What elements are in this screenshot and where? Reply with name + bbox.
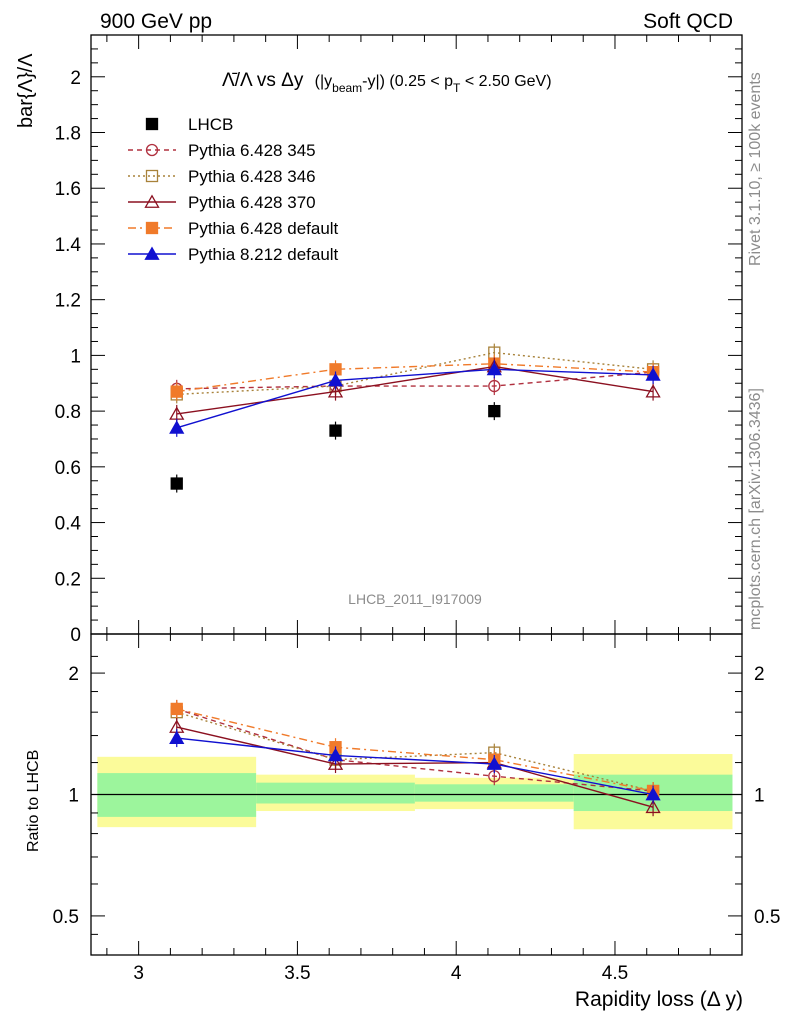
ratio-y-tick-label: 1 bbox=[68, 786, 79, 807]
series-0-point bbox=[170, 477, 183, 490]
ratio-panel: 3 3.5 4 4.5 0.5 0.5 1 1 2 2 bbox=[53, 633, 780, 984]
legend-label: Pythia 6.428 345 bbox=[188, 141, 316, 160]
ratio-band-inner bbox=[414, 784, 574, 802]
x-tick-label: 3.5 bbox=[284, 963, 310, 984]
ratio-y-axis-label: Ratio to LHCB bbox=[25, 750, 42, 852]
ratio-series-5-point bbox=[169, 730, 185, 744]
legend-label: Pythia 6.428 default bbox=[188, 219, 339, 238]
y-tick-label: 1.6 bbox=[55, 179, 81, 200]
ratio-series-5-point bbox=[327, 747, 344, 762]
y-tick-label: 1.4 bbox=[55, 235, 82, 256]
header-left: 900 GeV pp bbox=[100, 10, 212, 33]
series-5-point bbox=[645, 367, 661, 381]
ratio-band-inner bbox=[256, 782, 415, 804]
ratio-series-3-point bbox=[645, 799, 661, 814]
legend: LHCB Pythia 6.428 345 Pythia 6.428 346 Pyth… bbox=[128, 115, 339, 264]
legend-marker bbox=[144, 194, 160, 208]
ratio-y-tick-label-right: 2 bbox=[754, 664, 765, 685]
main-panel: 0 0.2 0.4 0.6 0.8 1 1.2 1.4 1.6 1.8 2 bbox=[55, 34, 743, 646]
title-mid: -y|) (0.25 < p bbox=[362, 73, 453, 90]
ratio-series-5-point bbox=[486, 756, 502, 770]
y-tick-label: 0.6 bbox=[55, 458, 81, 479]
y-tick-label: 0 bbox=[70, 625, 81, 646]
series-4-point bbox=[170, 385, 183, 398]
ratio-series-4-line bbox=[176, 708, 654, 792]
legend-label: Pythia 8.212 default bbox=[188, 245, 339, 264]
y-axis-label: bar{Λ}/Λ bbox=[15, 53, 37, 128]
ratio-series-5-line bbox=[176, 737, 654, 796]
title-prefix: Λ̄/Λ vs Δy bbox=[222, 70, 304, 91]
mcplots-label: mcplots.cern.ch [arXiv:1306.3436] bbox=[747, 388, 764, 630]
ratio-series-4-point bbox=[170, 702, 183, 716]
y-tick-label: 1 bbox=[70, 346, 81, 367]
legend-marker bbox=[145, 117, 159, 131]
series-3-point bbox=[645, 384, 661, 398]
series-5-line bbox=[176, 368, 654, 429]
ratio-series-3-line bbox=[176, 726, 654, 808]
series-4-line bbox=[176, 363, 654, 393]
y-tick-label: 0.8 bbox=[55, 402, 81, 423]
ratio-y-tick-label: 2 bbox=[68, 664, 79, 685]
y-tick-label: 1.8 bbox=[55, 124, 81, 145]
title-open: (|y bbox=[315, 73, 332, 90]
legend-label: LHCB bbox=[188, 115, 233, 134]
y-tick-label: 0.4 bbox=[55, 514, 82, 535]
ratio-series-2-line bbox=[176, 711, 654, 792]
ratio-series-3-point bbox=[327, 756, 344, 770]
rivet-label: Rivet 3.1.10, ≥ 100k events bbox=[747, 72, 764, 266]
x-tick-label: 4 bbox=[451, 963, 462, 984]
series-5-point bbox=[327, 372, 344, 387]
header-right: Soft QCD bbox=[643, 10, 733, 33]
ratio-series-1-line bbox=[176, 708, 654, 792]
y-tick-label: 1.2 bbox=[55, 291, 81, 312]
plot-title: Λ̄/Λ vs Δy (|ybeam-y|) (0.25 < pT < 2.50… bbox=[222, 70, 552, 95]
ratio-y-tick-label-right: 1 bbox=[754, 786, 765, 807]
series-3-point bbox=[327, 384, 344, 398]
legend-marker bbox=[144, 246, 160, 260]
legend-marker bbox=[145, 169, 159, 183]
series-3-line bbox=[176, 365, 654, 415]
y-tick-label: 0.2 bbox=[55, 569, 81, 590]
title-beam: beam bbox=[332, 81, 362, 95]
ratio-y-tick-label: 0.5 bbox=[53, 907, 79, 928]
x-tick-label: 4.5 bbox=[602, 963, 628, 984]
legend-marker bbox=[145, 221, 159, 235]
y-tick-label: 2 bbox=[70, 68, 81, 89]
x-axis-label: Rapidity loss (Δ y) bbox=[575, 988, 743, 1011]
title-T: T bbox=[453, 81, 461, 95]
title-end: < 2.50 GeV) bbox=[460, 73, 551, 90]
series-5-point bbox=[486, 361, 502, 376]
legend-label: Pythia 6.428 370 bbox=[188, 193, 316, 212]
series-5-point bbox=[169, 420, 185, 434]
legend-marker bbox=[145, 143, 159, 157]
x-tick-label: 3 bbox=[133, 963, 144, 984]
series-1-point bbox=[488, 379, 501, 393]
series-0-point bbox=[488, 404, 501, 418]
analysis-watermark: LHCB_2011_I917009 bbox=[348, 591, 482, 607]
series-0-point bbox=[329, 424, 342, 437]
series-2-line bbox=[176, 351, 654, 396]
ratio-series-5-point bbox=[645, 786, 661, 801]
legend-label: Pythia 6.428 346 bbox=[188, 167, 316, 186]
ratio-y-tick-label-right: 0.5 bbox=[754, 907, 780, 928]
